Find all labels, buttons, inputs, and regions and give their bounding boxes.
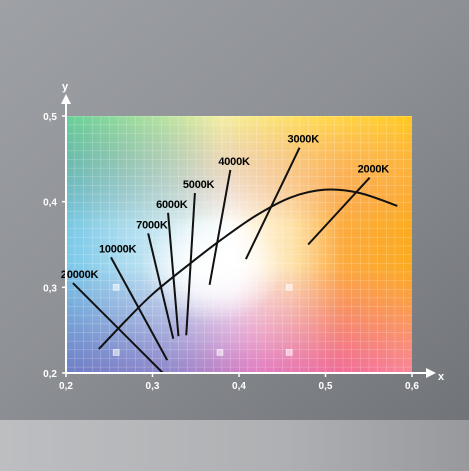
isotherm-line-2000k: [307, 177, 371, 246]
isotherm-label-20000k: 20000K: [61, 269, 99, 281]
isotherm-label-6000k: 6000K: [156, 199, 188, 211]
isotherm-label-3000k: 3000K: [288, 134, 320, 146]
isotherm-label-2000k: 2000K: [358, 164, 390, 176]
y-tick-label-1: 0,2: [43, 369, 57, 380]
x-tick-label-2: 0,3: [146, 381, 160, 392]
x-tick-label-4: 0,5: [319, 381, 333, 392]
isotherm-line-3000k: [245, 147, 301, 260]
axes: x y: [61, 81, 445, 383]
y-tick-label-3: 0,4: [43, 198, 57, 209]
reference-point-3: [112, 349, 120, 356]
y-tick-labels: 0,2 0,3 0,4 0,5: [43, 112, 66, 380]
reference-point-2: [285, 284, 293, 291]
isotherm-label-10000k: 10000K: [99, 243, 137, 255]
isotherm-label-5000k: 5000K: [183, 179, 215, 191]
x-axis-arrow: [426, 368, 436, 378]
isotherm-line-10000k: [110, 256, 169, 361]
isotherm-line-4000k: [208, 169, 232, 285]
reference-point-1: [112, 284, 120, 291]
y-axis-label: y: [62, 81, 69, 93]
isotherm-line-6000k: [167, 212, 180, 337]
x-tick-label-5: 0,6: [405, 381, 419, 392]
x-axis-label: x: [438, 371, 445, 383]
y-axis-arrow: [61, 94, 71, 104]
planckian-locus-curve: [98, 188, 398, 350]
reference-points: [112, 284, 293, 356]
x-tick-label-3: 0,4: [232, 381, 246, 392]
x-tick-label-1: 0,2: [59, 381, 73, 392]
reference-point-5: [285, 349, 293, 356]
lower-panel: [0, 420, 469, 471]
y-tick-label-2: 0,3: [43, 283, 57, 294]
reference-point-4: [216, 349, 224, 356]
isotherm-label-4000k: 4000K: [218, 156, 250, 168]
x-tick-labels: 0,2 0,3 0,4 0,5 0,6: [59, 373, 419, 392]
y-tick-label-4: 0,5: [43, 112, 57, 123]
color-field: [66, 116, 412, 373]
isotherm-label-7000k: 7000K: [136, 219, 168, 231]
